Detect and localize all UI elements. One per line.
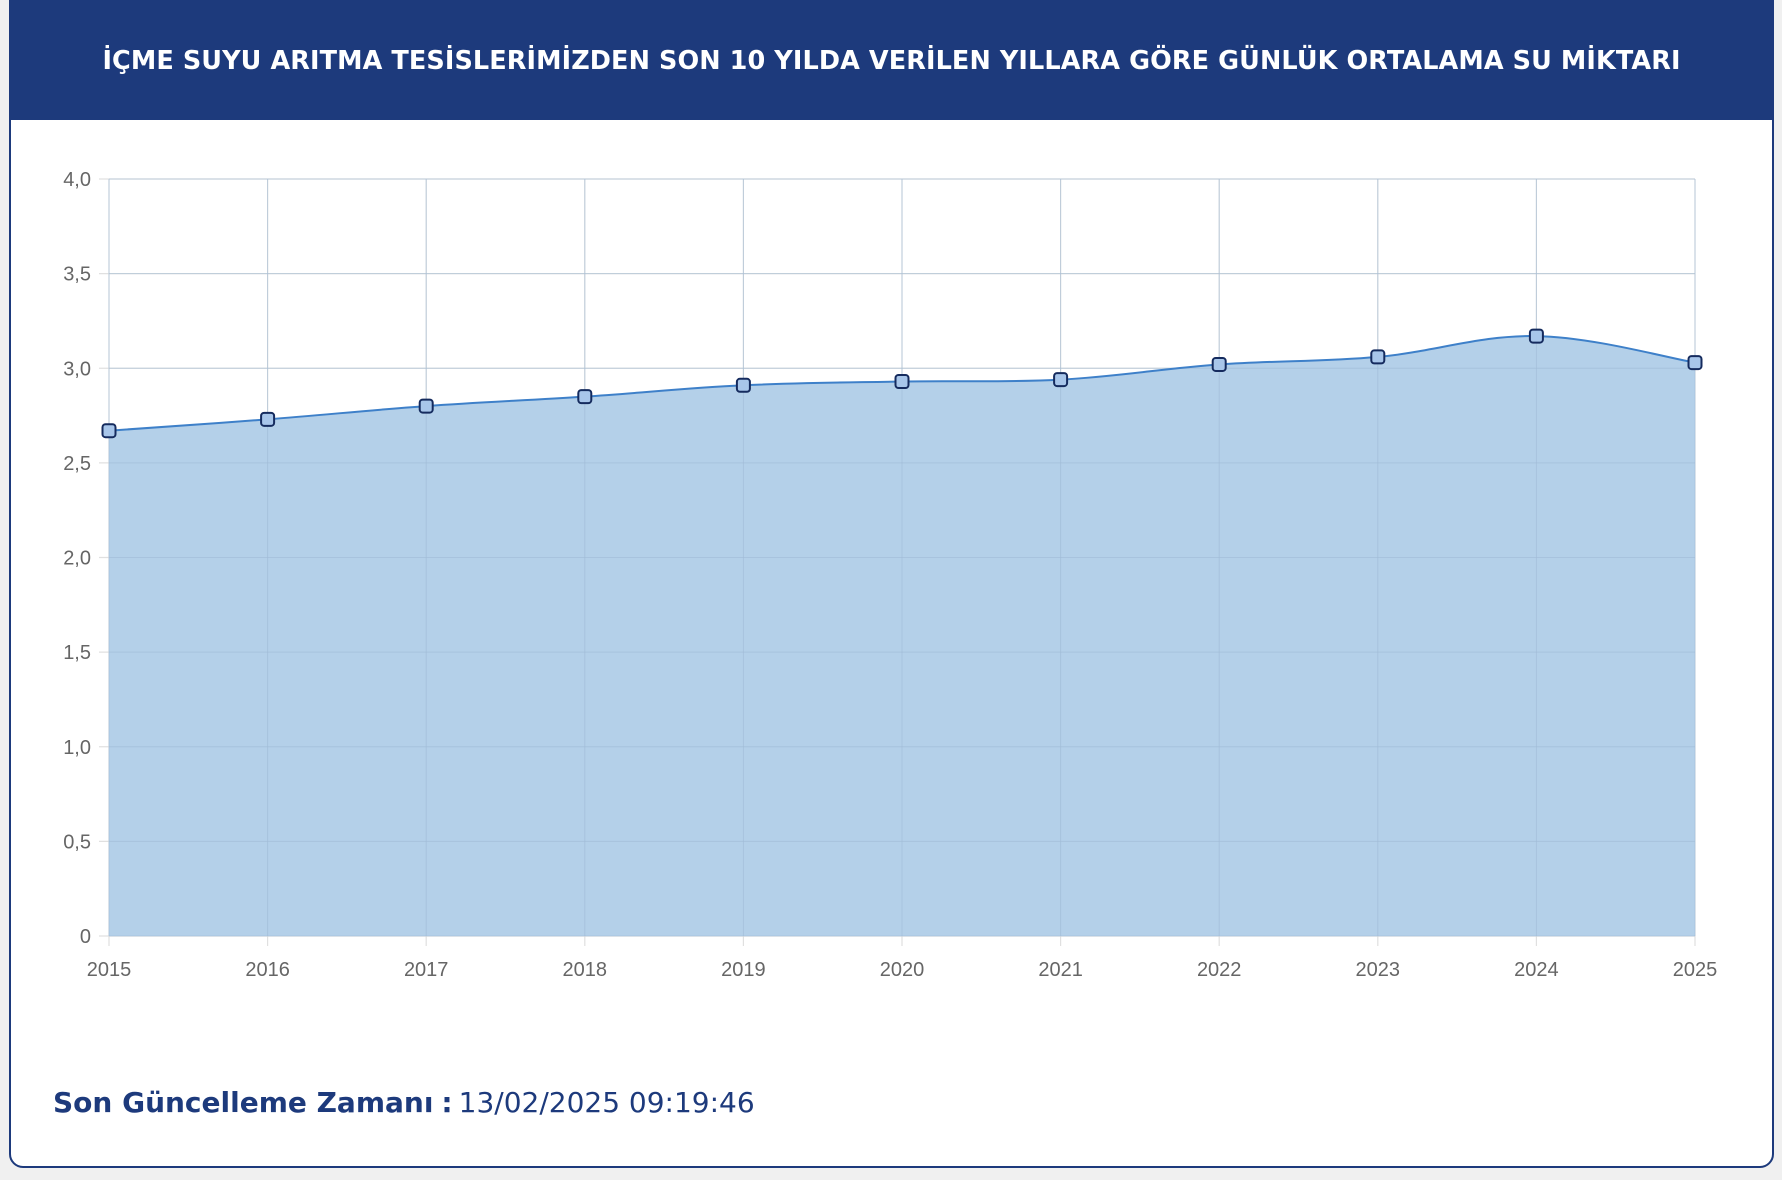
data-point-marker (1211, 356, 1227, 372)
last-update-separator: : (441, 1086, 453, 1119)
area-chart: 0 0,5 1,0 1,5 2,0 2,5 3,0 3,5 4,0 2015 2016 2017 201… (63, 169, 1718, 981)
data-point-marker (1528, 328, 1544, 344)
chart-title: İÇME SUYU ARITMA TESİSLERİMİZDEN SON 10 … (102, 46, 1681, 76)
y-tick-label: 4,0 (63, 169, 91, 191)
last-update-label: Son Güncelleme Zamanı (53, 1086, 434, 1119)
y-tick-label: 1,0 (63, 737, 91, 759)
x-tick-label: 2025 (1673, 959, 1718, 981)
x-tick-label: 2017 (404, 959, 449, 981)
x-tick-label: 2016 (245, 959, 290, 981)
data-point-marker (260, 411, 276, 427)
x-tick-label: 2020 (880, 959, 925, 981)
data-point-marker (1053, 372, 1069, 388)
y-tick-label: 2,0 (63, 548, 91, 570)
chart-area: 0 0,5 1,0 1,5 2,0 2,5 3,0 3,5 4,0 2015 2016 2017 201… (11, 120, 1772, 1020)
y-tick-label: 3,0 (63, 358, 91, 380)
last-update-value: 13/02/2025 09:19:46 (458, 1086, 755, 1119)
y-tick-label: 3,5 (63, 264, 91, 286)
data-point-marker (735, 377, 751, 393)
x-tick-label: 2024 (1514, 959, 1559, 981)
x-tick-label: 2018 (563, 959, 608, 981)
x-tick-label: 2023 (1356, 959, 1401, 981)
data-point-marker (101, 423, 117, 439)
y-tick-label: 2,5 (63, 453, 91, 475)
y-tick-label: 0 (80, 926, 91, 948)
y-tick-label: 0,5 (63, 831, 91, 853)
x-tick-label: 2022 (1197, 959, 1242, 981)
last-update: Son Güncelleme Zamanı:13/02/2025 09:19:4… (53, 1086, 755, 1119)
data-point-marker (418, 398, 434, 414)
data-point-marker (1687, 355, 1703, 371)
x-tick-label: 2019 (721, 959, 766, 981)
y-tick-label: 1,5 (63, 642, 91, 664)
data-point-marker (894, 373, 910, 389)
x-tick-label: 2021 (1038, 959, 1083, 981)
card-header: İÇME SUYU ARITMA TESİSLERİMİZDEN SON 10 … (11, 2, 1772, 120)
data-point-marker (1370, 349, 1386, 365)
data-point-marker (577, 389, 593, 405)
x-tick-label: 2015 (87, 959, 132, 981)
chart-card: İÇME SUYU ARITMA TESİSLERİMİZDEN SON 10 … (9, 0, 1774, 1168)
